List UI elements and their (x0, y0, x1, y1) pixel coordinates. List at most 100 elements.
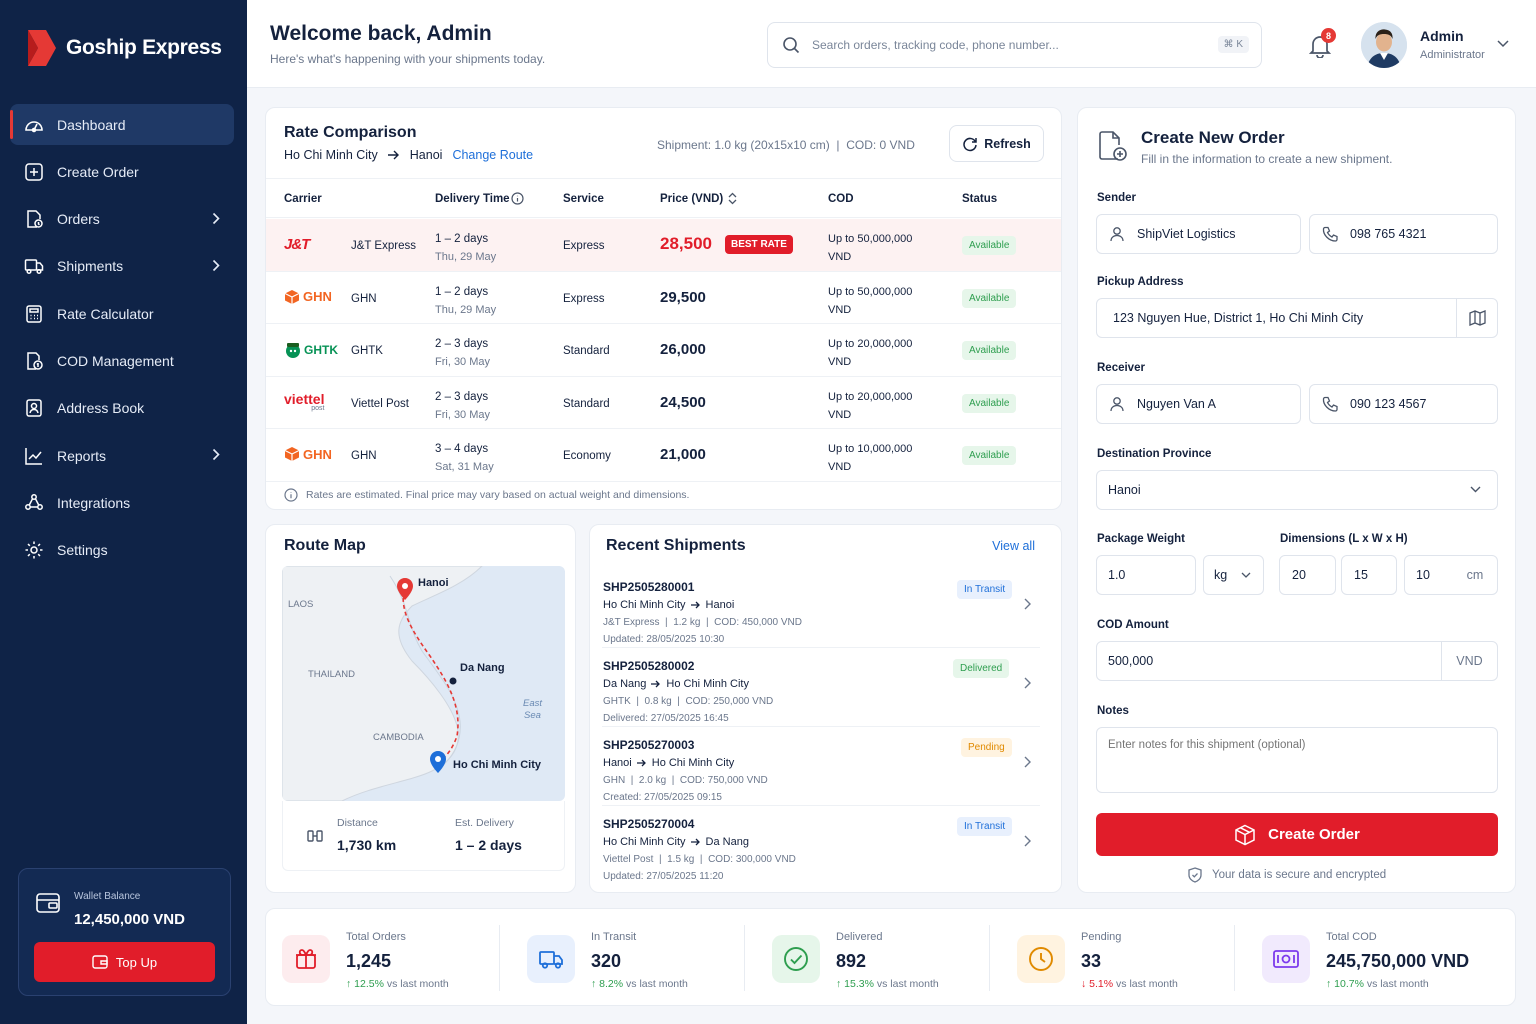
shipment-item[interactable]: SHP2505270004 Ho Chi Minh City Da Nang Vi… (602, 807, 1040, 885)
destination-select[interactable]: Hanoi (1096, 470, 1498, 510)
refresh-button[interactable]: Refresh (949, 125, 1044, 162)
status-badge: Delivered (953, 659, 1010, 678)
create-order-button[interactable]: Create Order (1096, 813, 1498, 856)
map-picker-button[interactable] (1456, 299, 1497, 337)
shipment-item[interactable]: SHP2505280001 Ho Chi Minh City Hanoi J&T … (602, 570, 1040, 648)
sidebar-item-cod-management[interactable]: COD Management (10, 340, 234, 381)
check-circle-icon (772, 935, 820, 983)
chevron-right-icon[interactable] (1024, 756, 1031, 768)
stat-total-orders: Total Orders 1,245 ↑ 12.5% vs last month (266, 909, 512, 1007)
chevron-right-icon[interactable] (1024, 677, 1031, 689)
view-all-link[interactable]: View all (992, 539, 1035, 553)
sidebar-item-address-book[interactable]: Address Book (10, 388, 234, 429)
cod-limit-unit: VND (828, 461, 852, 473)
carrier-logo-text: GHN (303, 446, 332, 462)
chevron-right-icon[interactable] (1024, 598, 1031, 610)
col-price[interactable]: Price (VND) (660, 193, 724, 205)
carrier-logo-text: viettel (284, 390, 325, 407)
sidebar-item-integrations[interactable]: Integrations (10, 482, 234, 523)
delivery-days: 1 – 2 days (435, 233, 489, 245)
notes-input[interactable] (1108, 739, 1486, 783)
route-map[interactable]: Hanoi Da Nang Ho Chi Minh City LAOS THAI… (282, 566, 565, 801)
sender-name-field[interactable] (1096, 214, 1301, 254)
top-up-button[interactable]: Top Up (34, 942, 215, 982)
rate-row[interactable]: J&T J&T Express 1 – 2 days Thu, 29 May Ex… (266, 219, 1061, 272)
sender-label: Sender (1097, 192, 1136, 204)
cod-limit: Up to 50,000,000 VND (828, 230, 912, 266)
address-book-icon (24, 398, 44, 418)
sort-icon[interactable] (728, 192, 737, 205)
col-service: Service (563, 193, 604, 205)
shipment-meta: Viettel Post | 1.5 kg | COD: 300,000 VND (603, 854, 796, 865)
search-bar[interactable]: ⌘ K (767, 22, 1262, 68)
sidebar-item-rate-calculator[interactable]: Rate Calculator (10, 293, 234, 334)
stat-change-value: ↑ 8.2% (591, 978, 624, 990)
shipment-date: Created: 27/05/2025 09:15 (603, 792, 722, 803)
rate-row[interactable]: GHN GHN 3 – 4 days Sat, 31 May Economy 21… (266, 429, 1061, 482)
cod-limit-amount: Up to 50,000,000 (828, 233, 913, 245)
height-input[interactable] (1416, 568, 1456, 582)
receiver-name-field[interactable] (1096, 384, 1301, 424)
receiver-phone-field[interactable] (1309, 384, 1498, 424)
width-field[interactable] (1341, 555, 1397, 595)
brand-logo[interactable]: Goship Express (24, 28, 222, 68)
receiver-phone-input[interactable] (1350, 397, 1497, 411)
arrow-right-icon (690, 601, 700, 609)
cod-amount-field[interactable]: VND (1096, 641, 1498, 681)
height-field[interactable]: cm (1404, 555, 1498, 595)
sidebar-item-orders[interactable]: Orders (10, 199, 234, 240)
search-shortcut: ⌘ K (1217, 36, 1249, 53)
plus-square-icon (24, 162, 44, 182)
search-input[interactable] (812, 38, 1192, 52)
cod-amount-input[interactable] (1108, 654, 1428, 668)
length-input[interactable] (1292, 568, 1335, 582)
sidebar-item-label: Settings (57, 542, 108, 559)
route-to: Ho Chi Minh City (666, 678, 749, 690)
pickup-address-field[interactable] (1096, 298, 1498, 338)
cod-limit-amount: Up to 10,000,000 (828, 443, 913, 455)
width-input[interactable] (1354, 568, 1396, 582)
cod-unit: VND (1441, 642, 1497, 680)
weight-field[interactable] (1096, 555, 1196, 595)
pickup-label: Pickup Address (1097, 276, 1184, 288)
map-label-cambodia: CAMBODIA (373, 732, 424, 743)
shipment-meta: GHTK | 0.8 kg | COD: 250,000 VND (603, 696, 774, 707)
sidebar-item-shipments[interactable]: Shipments (10, 246, 234, 287)
rate-row[interactable]: GHTK GHTK 2 – 3 days Fri, 30 May Standard… (266, 324, 1061, 377)
sidebar-item-create-order[interactable]: Create Order (10, 151, 234, 192)
change-route-link[interactable]: Change Route (452, 148, 534, 162)
pickup-address-input[interactable] (1113, 311, 1443, 325)
shipment-route: Da Nang Ho Chi Minh City (603, 678, 749, 690)
sidebar-item-settings[interactable]: Settings (10, 530, 234, 571)
shipment-item[interactable]: SHP2505270003 Hanoi Ho Chi Minh City GHN … (602, 728, 1040, 806)
avatar[interactable] (1361, 22, 1407, 68)
carrier-name: GHN (351, 292, 377, 305)
chevron-down-icon[interactable] (1497, 40, 1509, 48)
sender-phone-input[interactable] (1350, 227, 1497, 241)
sender-name-input[interactable] (1137, 227, 1300, 241)
receiver-name-input[interactable] (1137, 397, 1300, 411)
shipment-item[interactable]: SHP2505280002 Da Nang Ho Chi Minh City GH… (602, 649, 1040, 727)
map-canvas (282, 566, 565, 801)
sidebar-item-label: Shipments (57, 258, 124, 275)
sidebar-item-dashboard[interactable]: Dashboard (10, 104, 234, 145)
chevron-right-icon[interactable] (1024, 835, 1031, 847)
col-carrier: Carrier (284, 193, 322, 205)
weight-input[interactable] (1108, 568, 1195, 582)
map-summary: Distance 1,730 km Est. Delivery 1 – 2 da… (282, 801, 565, 871)
create-order-title: Create New Order (1141, 128, 1285, 147)
carrier-name: GHN (351, 450, 377, 462)
sidebar-item-reports[interactable]: Reports (10, 435, 234, 476)
price-value: 26,000 (660, 341, 706, 358)
stat-value: 245,750,000 VND (1326, 951, 1470, 971)
sender-phone-field[interactable] (1309, 214, 1498, 254)
rate-row[interactable]: GHN GHN 1 – 2 days Thu, 29 May Express 29… (266, 272, 1061, 324)
weight-unit-select[interactable]: kg (1203, 555, 1264, 595)
cash-icon (1262, 935, 1310, 983)
rate-row[interactable]: viettel post Viettel Post 2 – 3 days Fri, … (266, 377, 1061, 429)
notes-field[interactable] (1096, 727, 1498, 793)
stat-change: ↓ 5.1% vs last month (1081, 978, 1178, 990)
length-field[interactable] (1279, 555, 1336, 595)
route-icon (307, 830, 323, 842)
arrow-right-icon (387, 150, 399, 160)
